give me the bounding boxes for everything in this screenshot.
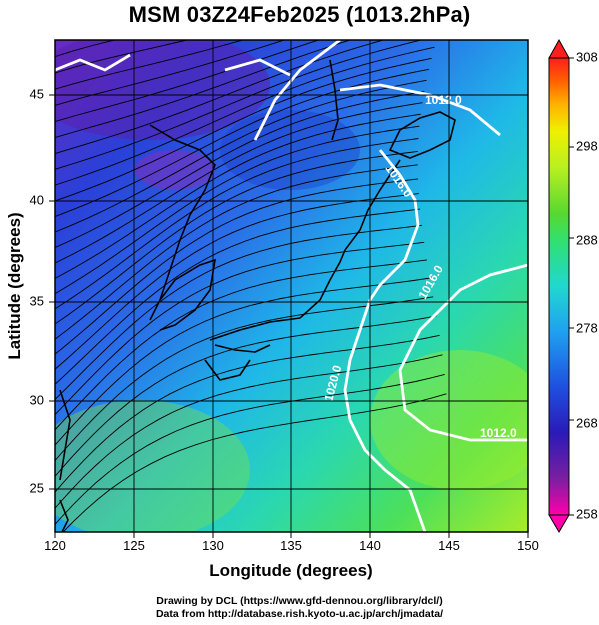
y-axis <box>49 94 55 490</box>
latlon-grid <box>55 40 528 532</box>
x-axis <box>54 532 529 538</box>
isobar-label: 1012.0 <box>425 93 462 107</box>
streamline <box>55 40 385 154</box>
streamline <box>55 241 425 416</box>
credit-drawing: Drawing by DCL (https://www.gfd-dennou.o… <box>156 595 443 607</box>
streamlines <box>40 0 469 532</box>
streamline <box>40 0 469 30</box>
streamline <box>55 277 431 446</box>
streamline <box>55 334 440 493</box>
colorbar-tick-label: 298 <box>576 138 598 153</box>
x-tick-label: 145 <box>438 538 460 553</box>
y-tick-label: 25 <box>30 480 44 495</box>
streamline <box>55 40 58 41</box>
streamline <box>55 40 320 122</box>
streamline <box>55 40 189 74</box>
streamline <box>55 125 420 295</box>
x-tick-label: 135 <box>280 538 302 553</box>
colorbar-tick-label: 278 <box>576 320 598 335</box>
y-tick-label: 35 <box>30 293 44 308</box>
colorbar-tick-label: 288 <box>576 232 598 247</box>
streamline <box>55 259 427 431</box>
y-tick-label: 30 <box>30 392 44 407</box>
streamline <box>55 102 423 264</box>
colorbar-tick-label: 268 <box>576 415 598 430</box>
colorbar-tick-label: 308 <box>576 49 598 64</box>
map-title: MSM 03Z24Feb2025 (1013.2hPa) <box>128 2 471 27</box>
x-tick-label: 140 <box>359 538 381 553</box>
streamline <box>55 224 422 401</box>
streamline <box>55 57 432 202</box>
y-tick-label: 45 <box>30 86 44 101</box>
streamline <box>55 296 434 462</box>
streamline <box>55 138 419 310</box>
x-tick-label: 130 <box>202 538 224 553</box>
streamline <box>55 373 445 526</box>
streamline <box>55 46 435 186</box>
streamline <box>55 193 419 370</box>
y-tick-label: 40 <box>30 192 44 207</box>
streamline <box>55 178 419 355</box>
x-tick-label: 150 <box>517 538 539 553</box>
colorbar-tick-label: 258 <box>576 506 598 521</box>
streamline <box>55 40 424 170</box>
streamline <box>55 68 430 217</box>
streamline <box>55 40 352 138</box>
streamline <box>55 208 421 385</box>
colorbar <box>548 38 574 533</box>
credit-data: Data from http://database.rish.kyoto-u.a… <box>155 608 444 620</box>
isobar-label: 1012.0 <box>480 426 517 440</box>
y-axis-title: Latitude (degrees) <box>5 212 24 359</box>
x-axis-title: Longitude (degrees) <box>209 561 372 580</box>
x-tick-label: 120 <box>44 538 66 553</box>
streamline <box>55 150 418 325</box>
streamline <box>55 40 286 106</box>
streamline <box>62 393 447 532</box>
x-tick-label: 125 <box>123 538 145 553</box>
temperature-field: 1012.0 1016.0 1016.0 1020.0 1012.0 <box>40 0 528 532</box>
streamline <box>55 40 245 90</box>
streamline <box>55 113 421 279</box>
streamline <box>55 90 425 249</box>
coastlines <box>59 59 456 532</box>
credits: Drawing by DCL (https://www.gfd-dennou.o… <box>0 595 599 621</box>
